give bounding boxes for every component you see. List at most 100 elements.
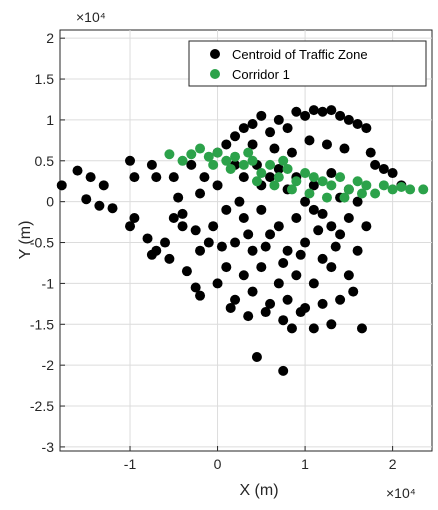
centroid-point xyxy=(282,294,293,305)
centroid-point xyxy=(81,194,92,205)
centroid-point xyxy=(361,123,372,134)
centroid-point xyxy=(343,270,354,281)
centroid-point xyxy=(203,237,214,248)
legend-marker-centroid xyxy=(210,49,220,59)
centroid-point xyxy=(343,114,354,125)
centroid-point xyxy=(308,323,319,334)
centroid-point xyxy=(151,172,162,183)
corridor-point xyxy=(177,155,188,166)
y-tick-label: 0.5 xyxy=(35,153,55,169)
corridor-point xyxy=(326,180,337,191)
corridor-point xyxy=(378,180,389,191)
centroid-point xyxy=(317,298,328,309)
centroid-point xyxy=(243,229,254,240)
corridor-point xyxy=(317,176,328,187)
centroid-point xyxy=(317,208,328,219)
centroid-point xyxy=(269,143,280,154)
centroid-point xyxy=(273,221,284,232)
centroid-point xyxy=(125,155,136,166)
corridor-point xyxy=(230,151,241,162)
centroid-point xyxy=(129,213,140,224)
centroid-point xyxy=(291,213,302,224)
centroid-point xyxy=(326,221,337,232)
centroid-point xyxy=(282,245,293,256)
corridor-point xyxy=(247,155,258,166)
centroid-point xyxy=(378,163,389,174)
centroid-point xyxy=(221,139,232,150)
centroid-point xyxy=(238,270,249,281)
centroid-point xyxy=(186,159,197,170)
centroid-point xyxy=(164,253,175,264)
centroid-point xyxy=(238,172,249,183)
centroid-point xyxy=(326,168,337,179)
x-axis-ticks: -1 0 1 2 xyxy=(124,446,397,472)
centroid-point xyxy=(221,262,232,273)
centroid-point xyxy=(190,225,201,236)
centroid-point xyxy=(247,286,258,297)
corridor-point xyxy=(208,159,219,170)
centroid-point xyxy=(177,208,188,219)
y-tick-label: -1.5 xyxy=(30,316,54,332)
y-axis-exponent: ×10⁴ xyxy=(76,9,106,25)
y-axis-ticks: -3 -2.5 -2 -1.5 -1 -0.5 0 0.5 1 1.5 2 xyxy=(30,30,65,455)
centroid-point xyxy=(260,307,271,318)
centroid-point xyxy=(234,196,245,207)
centroid-point xyxy=(190,282,201,293)
x-tick-label: 0 xyxy=(214,456,222,472)
corridor-point xyxy=(304,188,315,199)
centroid-point xyxy=(208,221,219,232)
centroid-point xyxy=(216,241,227,252)
centroid-point xyxy=(330,241,341,252)
centroid-point xyxy=(317,106,328,117)
centroid-point xyxy=(168,172,179,183)
centroid-point xyxy=(181,266,192,277)
centroid-point xyxy=(247,245,258,256)
corridor-point xyxy=(370,188,381,199)
y-tick-label: -1 xyxy=(42,275,55,291)
centroid-point xyxy=(125,221,136,232)
corridor-point xyxy=(361,180,372,191)
y-axis-label: Y (m) xyxy=(17,221,34,260)
corridor-point xyxy=(212,147,223,158)
x-tick-label: -1 xyxy=(124,456,137,472)
centroid-point xyxy=(317,253,328,264)
centroid-point xyxy=(160,237,171,248)
centroid-point xyxy=(291,270,302,281)
y-tick-label: 1.5 xyxy=(35,71,55,87)
centroid-point xyxy=(308,278,319,289)
centroid-point xyxy=(94,200,105,211)
corridor-point xyxy=(286,184,297,195)
centroid-point xyxy=(199,172,210,183)
centroid-point xyxy=(300,237,311,248)
corridor-point xyxy=(221,155,232,166)
centroid-point xyxy=(195,290,206,301)
corridor-point xyxy=(339,192,350,203)
centroid-point xyxy=(251,351,262,362)
centroid-point xyxy=(387,168,398,179)
corridor-point xyxy=(396,181,407,192)
centroid-point xyxy=(212,278,223,289)
y-tick-label: -2 xyxy=(42,357,55,373)
centroid-point xyxy=(352,245,363,256)
centroid-point xyxy=(85,172,96,183)
centroid-point xyxy=(361,221,372,232)
centroid-point xyxy=(300,110,311,121)
centroid-point xyxy=(142,233,153,244)
corridor-point xyxy=(265,159,276,170)
corridor-point xyxy=(225,163,236,174)
y-tick-label: 1 xyxy=(46,112,54,128)
centroid-point xyxy=(98,180,109,191)
corridor-point xyxy=(308,172,319,183)
centroid-point xyxy=(230,131,241,142)
corridor-point xyxy=(335,172,346,183)
centroid-point xyxy=(300,196,311,207)
centroid-point xyxy=(273,278,284,289)
corridor-point xyxy=(300,168,311,179)
centroid-point xyxy=(265,229,276,240)
centroid-point xyxy=(365,147,376,158)
centroid-point xyxy=(326,262,337,273)
centroid-point xyxy=(146,249,157,260)
centroid-point xyxy=(265,172,276,183)
centroid-point xyxy=(247,139,258,150)
